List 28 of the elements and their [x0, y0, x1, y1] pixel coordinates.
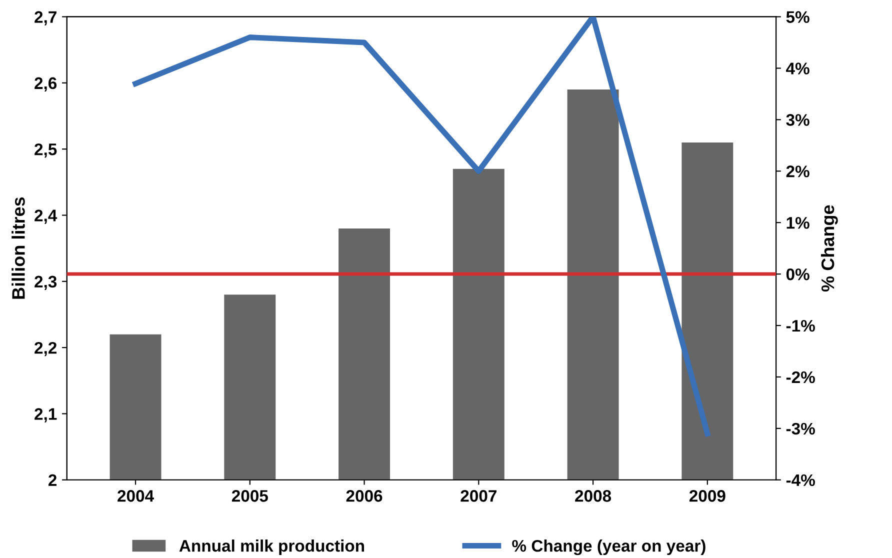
- y-tick-label: 2,3: [34, 276, 57, 290]
- y-tick-label: 2,4: [34, 210, 58, 224]
- y2-tick-label: 1%: [786, 217, 810, 229]
- x-tick-label: 2007: [460, 490, 496, 502]
- y-tick-label: 2,7: [34, 11, 56, 26]
- y2-tick-label: -4%: [786, 474, 815, 486]
- y2-tick-label: -1%: [786, 320, 815, 332]
- y-tick-label: 2,2: [34, 342, 57, 356]
- y2-tick-label: -2%: [786, 371, 815, 384]
- y-axis-title: Billion litres: [12, 197, 25, 299]
- y2-tick-label: 2%: [786, 166, 810, 178]
- y2-tick-label: 4%: [786, 62, 810, 74]
- y2-tick-label: -3%: [786, 422, 815, 435]
- x-tick-label: 2005: [232, 490, 268, 502]
- y2-axis-title: % Change: [820, 205, 838, 292]
- y-tick-label: 2,1: [34, 408, 57, 422]
- x-tick-label: 2009: [689, 490, 726, 502]
- y-tick-label: 2,5: [34, 143, 57, 158]
- y2-tick-label: 0%: [786, 268, 810, 280]
- y-tick-label: 2: [48, 474, 57, 486]
- x-tick-label: 2008: [575, 490, 612, 502]
- x-tick-label: 2004: [118, 490, 154, 502]
- y2-tick-label: 3%: [786, 114, 810, 126]
- legend-label: Annual milk production: [179, 540, 364, 556]
- y2-tick-label: 5%: [786, 11, 810, 23]
- x-tick-label: 2006: [346, 490, 382, 502]
- legend-label: % Change (year on year): [512, 540, 706, 556]
- y-tick-label: 2,6: [34, 77, 57, 92]
